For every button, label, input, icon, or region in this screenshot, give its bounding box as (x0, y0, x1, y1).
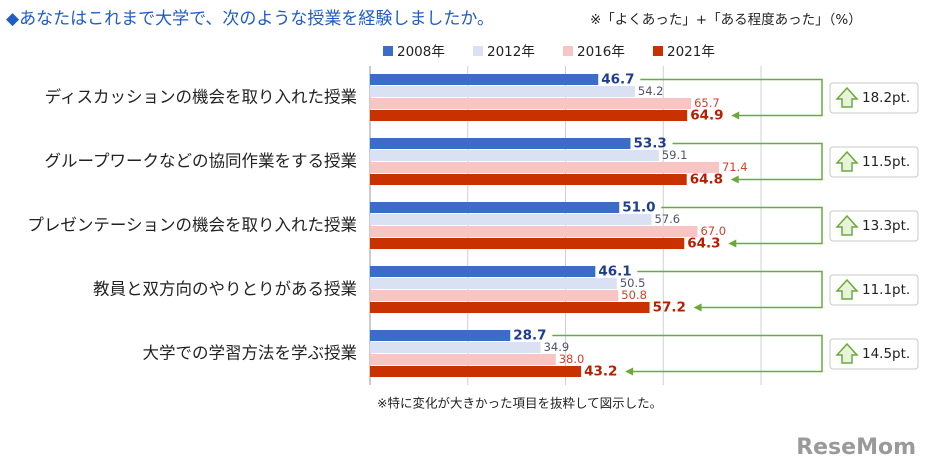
legend-swatch (473, 46, 483, 56)
bar (370, 150, 659, 161)
footnote: ※特に変化が大きかった項目を抜粋して図示した。 (377, 396, 662, 411)
value-label: 57.6 (655, 212, 681, 226)
bar (370, 138, 631, 149)
arrowhead (693, 303, 702, 312)
bar (370, 342, 541, 353)
up-arrow-icon (835, 278, 859, 300)
annotation-label: 11.5pt. (862, 154, 910, 170)
value-label: 50.8 (621, 288, 647, 302)
up-arrow-icon (835, 150, 859, 172)
annotation-label: 11.1pt. (862, 282, 910, 298)
bar (370, 366, 582, 377)
bracket (640, 78, 823, 117)
value-label: 64.8 (690, 172, 723, 188)
legend-swatch (563, 46, 573, 56)
bracket (661, 206, 823, 245)
category-label: プレゼンテーションの機会を取り入れた授業 (27, 216, 357, 235)
watermark: ReseMom (796, 435, 916, 460)
value-label: 71.4 (722, 160, 748, 174)
value-label: 64.3 (687, 236, 720, 252)
value-label: 65.7 (694, 96, 720, 110)
category-label: 教員と双方向のやりとりがある授業 (93, 280, 357, 299)
bar (370, 266, 596, 277)
bar (370, 214, 652, 225)
bar (370, 302, 650, 313)
value-label: 57.2 (653, 300, 686, 316)
value-label: 34.9 (544, 340, 570, 354)
legend-label: 2016年 (577, 44, 625, 60)
value-label: 28.7 (513, 328, 546, 344)
value-label: 54.2 (638, 84, 664, 98)
bracket (672, 142, 823, 181)
annotation-label: 14.5pt. (862, 346, 910, 362)
bar (370, 278, 617, 289)
arrowhead (728, 239, 737, 248)
legend-swatch (383, 46, 393, 56)
annotation-label: 18.2pt. (862, 90, 910, 106)
bar (370, 226, 698, 237)
arrowhead (730, 175, 739, 184)
arrowhead (625, 367, 634, 376)
value-label: 53.3 (634, 136, 667, 152)
category-label: ディスカッションの機会を取り入れた授業 (45, 87, 357, 107)
legend-label: 2012年 (487, 44, 535, 60)
legend-label: 2008年 (397, 44, 445, 60)
bar (370, 86, 635, 97)
category-label: 大学での学習方法を学ぶ授業 (143, 344, 358, 363)
bar (370, 290, 619, 301)
category-label: グループワークなどの協同作業をする授業 (44, 152, 357, 171)
chart-title: ◆あなたはこれまで大学で、次のような授業を経験しましたか。 (6, 9, 494, 29)
bracket (637, 270, 823, 309)
value-label: 38.0 (559, 352, 585, 366)
bar (370, 238, 685, 249)
annotation-label: 13.3pt. (862, 218, 910, 234)
value-label: 51.0 (622, 200, 655, 216)
bar (370, 110, 688, 121)
value-label: 64.9 (690, 108, 723, 124)
bar (370, 202, 620, 213)
bar (370, 174, 687, 185)
up-arrow-icon (835, 86, 859, 108)
bar (370, 74, 599, 85)
chart-subtitle: ※「よくあった」+「ある程度あった」（%） (590, 12, 862, 28)
value-label: 46.1 (598, 264, 631, 280)
legend-label: 2021年 (667, 44, 715, 60)
value-label: 43.2 (584, 364, 617, 380)
value-label: 50.5 (620, 276, 646, 290)
up-arrow-icon (835, 342, 859, 364)
value-label: 67.0 (700, 224, 726, 238)
bar (370, 330, 511, 341)
bar (370, 162, 719, 173)
bracket (552, 334, 823, 373)
bar (370, 98, 692, 109)
up-arrow-icon (835, 214, 859, 236)
legend-swatch (653, 46, 663, 56)
bar (370, 354, 556, 365)
arrowhead (731, 111, 740, 120)
value-label: 59.1 (662, 148, 688, 162)
value-label: 46.7 (601, 72, 634, 88)
